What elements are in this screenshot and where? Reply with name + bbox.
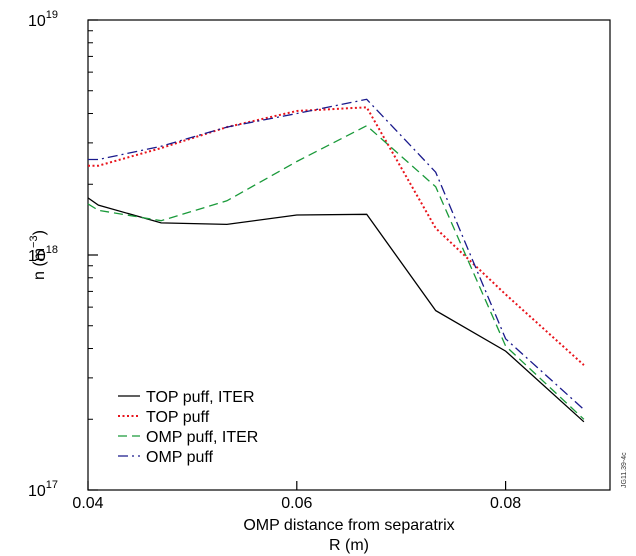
y-minor-ticks: [88, 30, 93, 420]
series-lines: [87, 98, 585, 423]
x-axis-ticks: 0.04 0.06 0.08: [72, 481, 521, 512]
y-tick-label: 1017: [28, 479, 58, 500]
y-axis-label-close: ): [31, 230, 48, 235]
series-line-2: [88, 106, 585, 366]
legend: TOP puff, ITER TOP puff OMP puff, ITER OMP …: [118, 389, 258, 466]
y-axis-ticks: 1017 1018 1019: [28, 9, 98, 500]
legend-label-4: OMP puff: [146, 449, 214, 466]
y-axis-label-base: n (m: [31, 248, 48, 280]
x-tick-label: 0.08: [490, 495, 521, 512]
series-line-4: [88, 98, 585, 410]
x-tick-label: 0.04: [72, 495, 103, 512]
x-axis-label-line1: OMP distance from separatrix: [243, 517, 454, 534]
series-line-1: [87, 197, 585, 423]
x-axis-label-line2: R (m): [329, 537, 369, 554]
legend-label-1: TOP puff, ITER: [146, 389, 255, 406]
legend-label-3: OMP puff, ITER: [146, 429, 258, 446]
series-line-3: [87, 124, 585, 420]
figure-stamp: JG11.39-4c: [621, 452, 628, 488]
legend-label-2: TOP puff: [146, 409, 210, 426]
y-axis-label: n (m−3): [28, 230, 48, 280]
y-tick-label: 1018: [28, 244, 58, 265]
y-axis-label-exp: −3: [28, 235, 40, 248]
y-tick-label: 1019: [28, 9, 58, 30]
x-tick-label: 0.06: [281, 495, 312, 512]
